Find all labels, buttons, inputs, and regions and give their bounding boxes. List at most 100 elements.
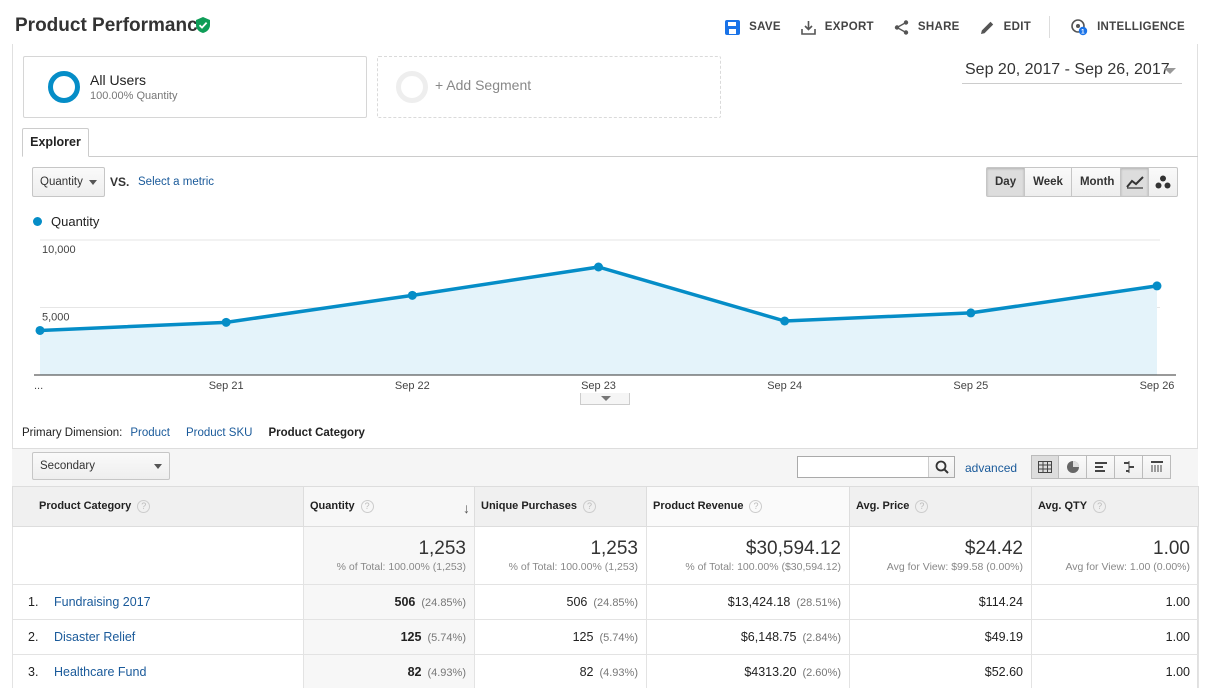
row-number: 1. [28, 595, 39, 609]
segment-sub: 100.00% Quantity [90, 90, 178, 102]
unique-purchases-cell: 82 (4.93%) [474, 654, 647, 688]
col-unique-purchases[interactable]: Unique Purchases? [474, 486, 647, 527]
segment-ring-icon [396, 71, 428, 103]
dimension-product-sku-link[interactable]: Product SKU [185, 427, 253, 439]
intelligence-label: INTELLIGENCE [1097, 21, 1185, 33]
chart-legend: Quantity [33, 214, 99, 229]
motion-chart-button[interactable] [1149, 167, 1178, 197]
add-segment-button[interactable]: + Add Segment [377, 56, 721, 118]
intelligence-button[interactable]: 1 INTELLIGENCE [1070, 18, 1185, 36]
view-performance-button[interactable] [1087, 455, 1115, 479]
col-avg-price[interactable]: Avg. Price? [849, 486, 1032, 527]
help-icon[interactable]: ? [1093, 500, 1107, 513]
data-point [594, 262, 603, 272]
secondary-dimension-select[interactable]: Secondary dimension [32, 452, 170, 498]
line-chart-icon [1125, 176, 1144, 189]
category-link[interactable]: Fundraising 2017 [54, 595, 151, 609]
col-label: Quantity [310, 500, 355, 512]
export-label: EXPORT [824, 21, 874, 33]
col-quantity[interactable]: Quantity? ↓ [303, 486, 475, 527]
help-icon[interactable]: ? [137, 500, 151, 513]
col-product-category[interactable]: Product Category? [12, 486, 304, 527]
granularity-month-button[interactable]: Month [1071, 167, 1124, 197]
revenue-cell: $4313.20 (2.60%) [646, 654, 850, 688]
date-range-picker[interactable]: Sep 20, 2017 - Sep 26, 2017 [962, 58, 1182, 84]
intelligence-icon: 1 [1071, 19, 1088, 35]
series-area [40, 267, 1157, 375]
edit-pencil-icon [980, 21, 993, 34]
quantity-cell: 125 (5.74%) [303, 619, 475, 655]
dimension-current: Product Category [268, 427, 365, 439]
view-pivot-button[interactable] [1143, 455, 1171, 479]
data-point [221, 317, 231, 327]
col-avg-qty[interactable]: Avg. QTY? [1031, 486, 1199, 527]
col-label: Product Revenue [653, 500, 744, 512]
page-title: Product Performance [15, 15, 209, 36]
help-icon[interactable]: ? [915, 500, 929, 513]
avg-qty-cell: 1.00 [1031, 619, 1199, 655]
svg-text:1: 1 [1081, 28, 1085, 35]
category-link[interactable]: Disaster Relief [54, 630, 136, 644]
segment-name: All Users [90, 72, 147, 88]
view-comparison-button[interactable] [1115, 455, 1143, 479]
row-number: 3. [28, 665, 39, 679]
date-range-label: Sep 20, 2017 - Sep 26, 2017 [965, 61, 1170, 78]
sort-descending-icon: ↓ [463, 500, 470, 516]
table-header-row: Product Category? Quantity? ↓ Unique Purc… [12, 486, 1199, 527]
total-avg-qty: 1.00 Avg for View: 1.00 (0.00%) [1031, 526, 1199, 585]
edit-button[interactable]: EDIT [980, 20, 1031, 35]
table-row: 2. Disaster Relief 125 (5.74%) 125 (5.74%) … [12, 619, 1199, 655]
col-product-revenue[interactable]: Product Revenue? [646, 486, 850, 527]
quantity-cell: 506 (24.85%) [303, 584, 475, 620]
chart-collapse-handle[interactable] [580, 393, 630, 405]
avg-price-cell: $114.24 [849, 584, 1032, 620]
grid-icon [1038, 461, 1052, 473]
data-point [35, 325, 45, 335]
legend-dot [33, 217, 42, 226]
divider [1049, 16, 1051, 38]
granularity-week-button[interactable]: Week [1025, 167, 1072, 197]
data-point [966, 308, 976, 318]
category-link[interactable]: Healthcare Fund [54, 665, 147, 679]
row-number: 2. [28, 630, 39, 644]
unique-purchases-cell: 125 (5.74%) [474, 619, 647, 655]
share-button[interactable]: SHARE [894, 19, 960, 35]
x-tick-label: Sep 22 [395, 380, 430, 392]
search-button[interactable] [928, 457, 954, 477]
export-button[interactable]: EXPORT [800, 20, 874, 35]
advanced-filter-link[interactable]: advanced [965, 461, 1018, 475]
row-category-cell: 2. Disaster Relief [12, 619, 304, 655]
granularity-day-button[interactable]: Day [986, 167, 1026, 197]
col-label: Unique Purchases [481, 500, 577, 512]
search-icon [935, 460, 949, 474]
segment-all-users[interactable]: All Users 100.00% Quantity [23, 56, 367, 118]
metric-select[interactable]: Quantity [32, 167, 105, 197]
dimension-product-link[interactable]: Product [130, 427, 170, 439]
save-button[interactable]: SAVE [725, 19, 781, 35]
primary-dimension-bar: Primary Dimension: Product Product SKU P… [22, 427, 381, 439]
help-icon[interactable]: ? [749, 500, 763, 513]
line-chart-button[interactable] [1120, 167, 1149, 197]
table-search-input[interactable] [798, 457, 926, 477]
view-data-table-button[interactable] [1031, 455, 1059, 479]
x-tick-label: Sep 24 [767, 380, 802, 392]
report-actions: SAVE EXPORT SHARE EDIT 1 INTELLIGENCE [705, 16, 1185, 38]
x-tick-label: ... [34, 380, 43, 392]
help-icon[interactable]: ? [360, 500, 374, 513]
data-point [780, 316, 790, 326]
quantity-cell: 82 (4.93%) [303, 654, 475, 688]
bar-list-icon [1094, 462, 1107, 472]
segment-ring-icon [48, 71, 80, 103]
revenue-cell: $13,424.18 (28.51%) [646, 584, 850, 620]
add-segment-label: + Add Segment [435, 77, 532, 93]
view-percentage-button[interactable] [1059, 455, 1087, 479]
chevron-down-icon [1164, 68, 1176, 74]
tab-explorer[interactable]: Explorer [22, 128, 89, 157]
help-icon[interactable]: ? [582, 500, 596, 513]
save-label: SAVE [749, 21, 781, 33]
select-metric-link[interactable]: Select a metric [138, 176, 215, 188]
total-avg-price: $24.42 Avg for View: $99.58 (0.00%) [849, 526, 1032, 585]
legend-label: Quantity [51, 214, 100, 229]
quantity-line-chart: 10,000 5,000... Sep 21 Sep 22 Sep 23 Sep 24 Se… [34, 239, 1176, 392]
share-icon [894, 19, 909, 35]
